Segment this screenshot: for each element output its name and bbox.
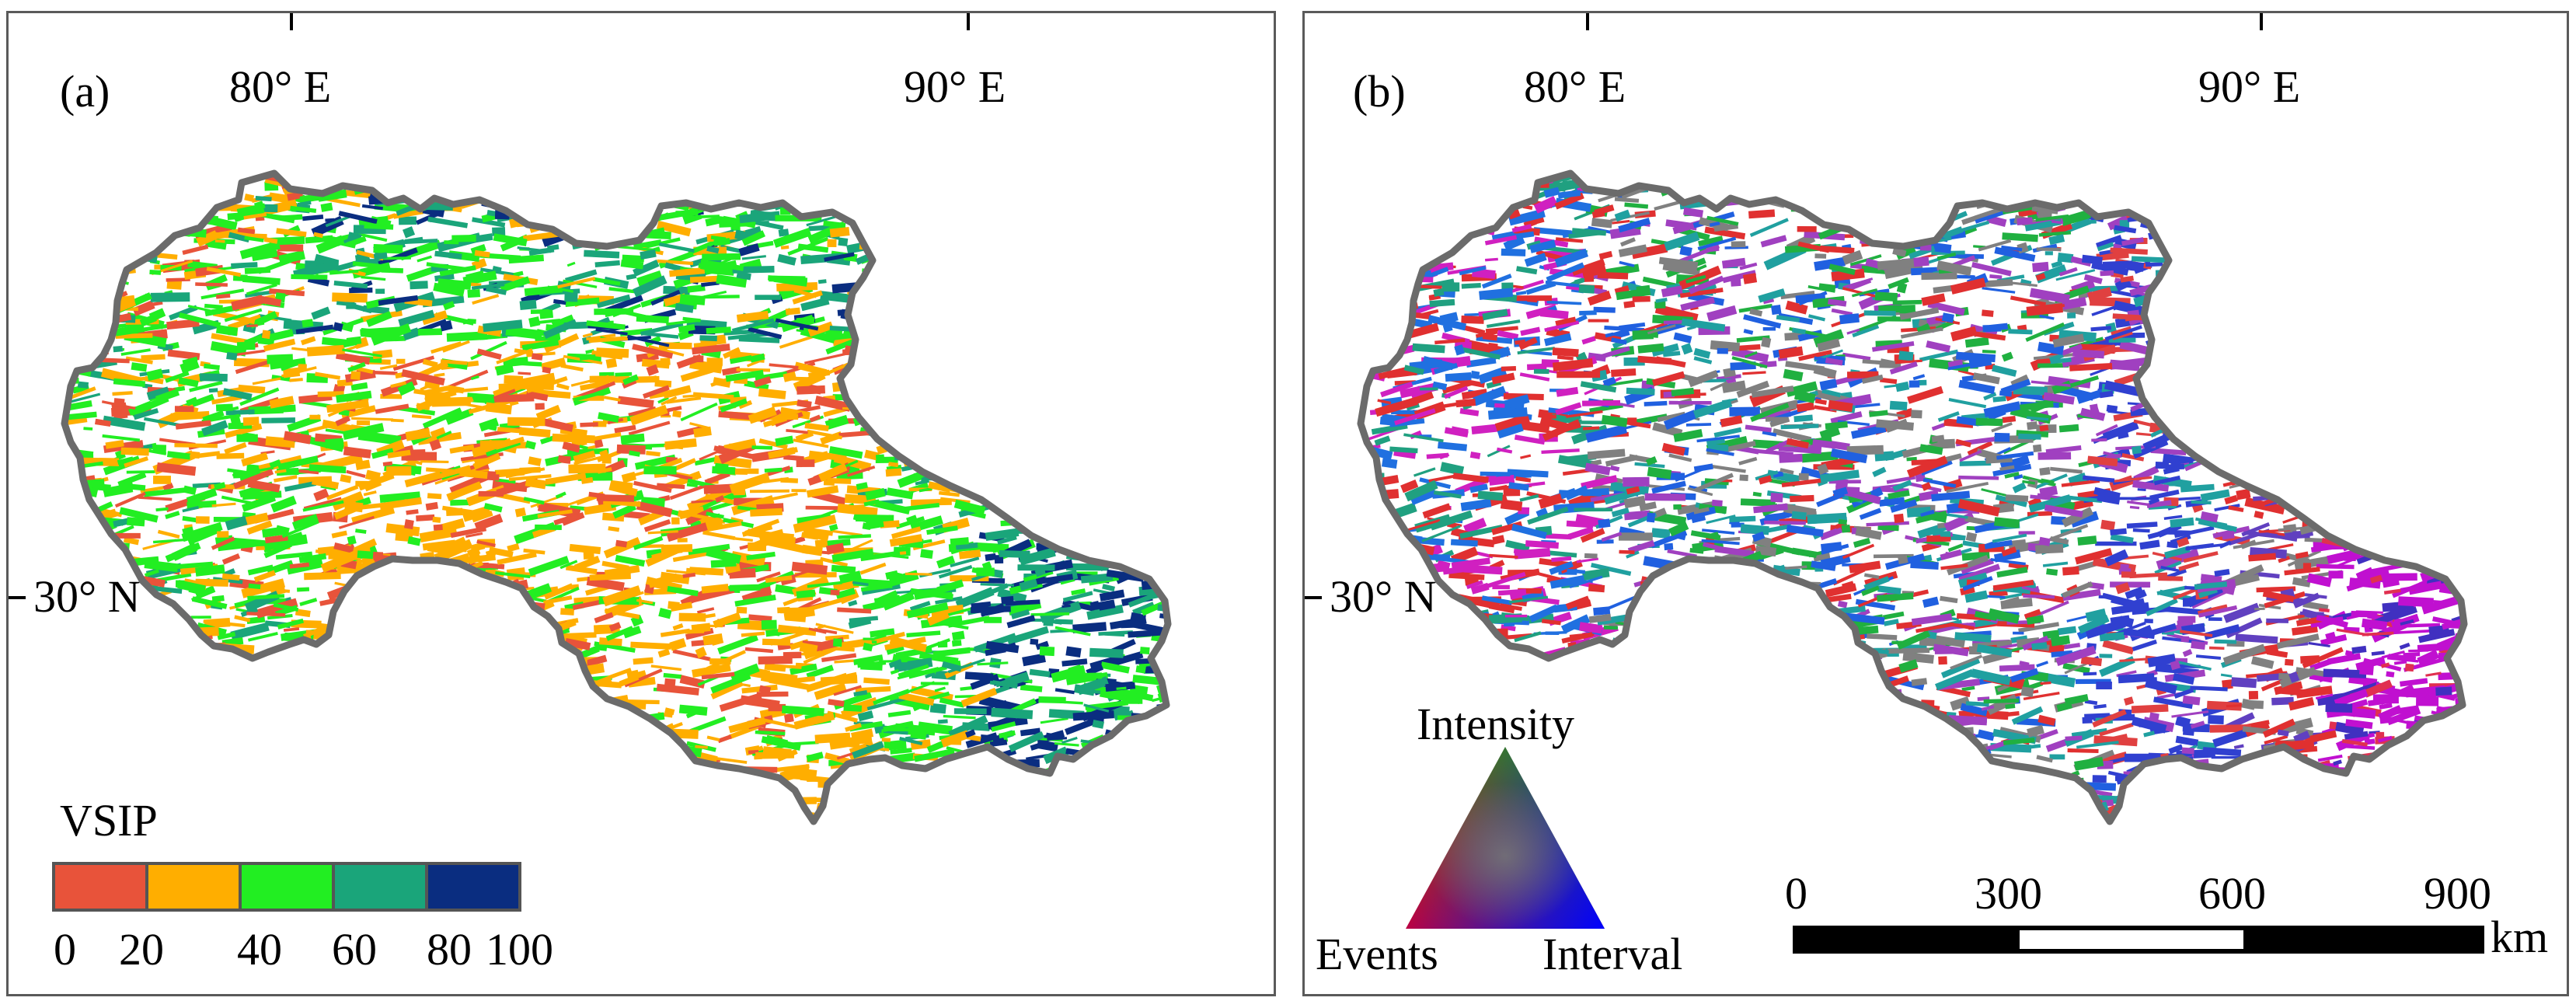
scale-tick-0: 0 [1785, 868, 1807, 919]
panel-label: (a) [60, 66, 110, 117]
scale-tick-300: 300 [1975, 868, 2042, 919]
legend-tick-80: 80 [427, 924, 472, 975]
legend-swatch [145, 862, 242, 912]
ternary-legend-triangle [1406, 747, 1605, 929]
ternary-label-intensity: Intensity [1417, 699, 1574, 749]
vsip-legend [52, 862, 521, 912]
region-boundary [61, 169, 1172, 825]
map-panel-a: (a) 80° E 90° E 30° N VSIP 0 20 40 60 80… [6, 11, 1276, 996]
legend-tick-100: 100 [486, 924, 553, 975]
lon-label-80: 80° E [1524, 61, 1626, 112]
legend-swatch [425, 862, 521, 912]
legend-tick-0: 0 [54, 924, 76, 975]
lat-tick-30 [9, 596, 26, 599]
lon-tick-90 [967, 13, 970, 30]
legend-title: VSIP [60, 795, 158, 846]
legend-tick-60: 60 [332, 924, 377, 975]
lon-label-90: 90° E [2198, 61, 2301, 112]
scale-tick-600: 600 [2198, 868, 2266, 919]
legend-swatch [52, 862, 148, 912]
map-panel-b: (b) 80° E 90° E 30° N Intensity Events I… [1302, 11, 2569, 996]
ternary-map [1357, 169, 2484, 954]
lon-tick-80 [1586, 13, 1589, 30]
vsip-raster [64, 173, 1168, 821]
scale-unit: km [2491, 912, 2549, 962]
lon-label-80: 80° E [229, 61, 332, 112]
legend-swatch [332, 862, 428, 912]
panel-label: (b) [1353, 66, 1406, 117]
legend-tick-40: 40 [237, 924, 282, 975]
ternary-label-interval: Interval [1542, 929, 1683, 979]
lat-label-30: 30° N [1330, 571, 1437, 622]
lon-label-90: 90° E [904, 61, 1006, 112]
scale-tick-900: 900 [2424, 868, 2491, 919]
lon-tick-80 [290, 13, 293, 30]
region-boundary [1357, 169, 2468, 825]
vsip-map [52, 169, 1172, 912]
legend-swatch [239, 862, 335, 912]
ternary-label-events: Events [1316, 929, 1438, 979]
scale-bar [1793, 926, 2484, 954]
lon-tick-90 [2260, 13, 2263, 30]
legend-tick-20: 20 [119, 924, 164, 975]
lat-label-30: 30° N [33, 571, 141, 622]
lat-tick-30 [1305, 596, 1322, 599]
